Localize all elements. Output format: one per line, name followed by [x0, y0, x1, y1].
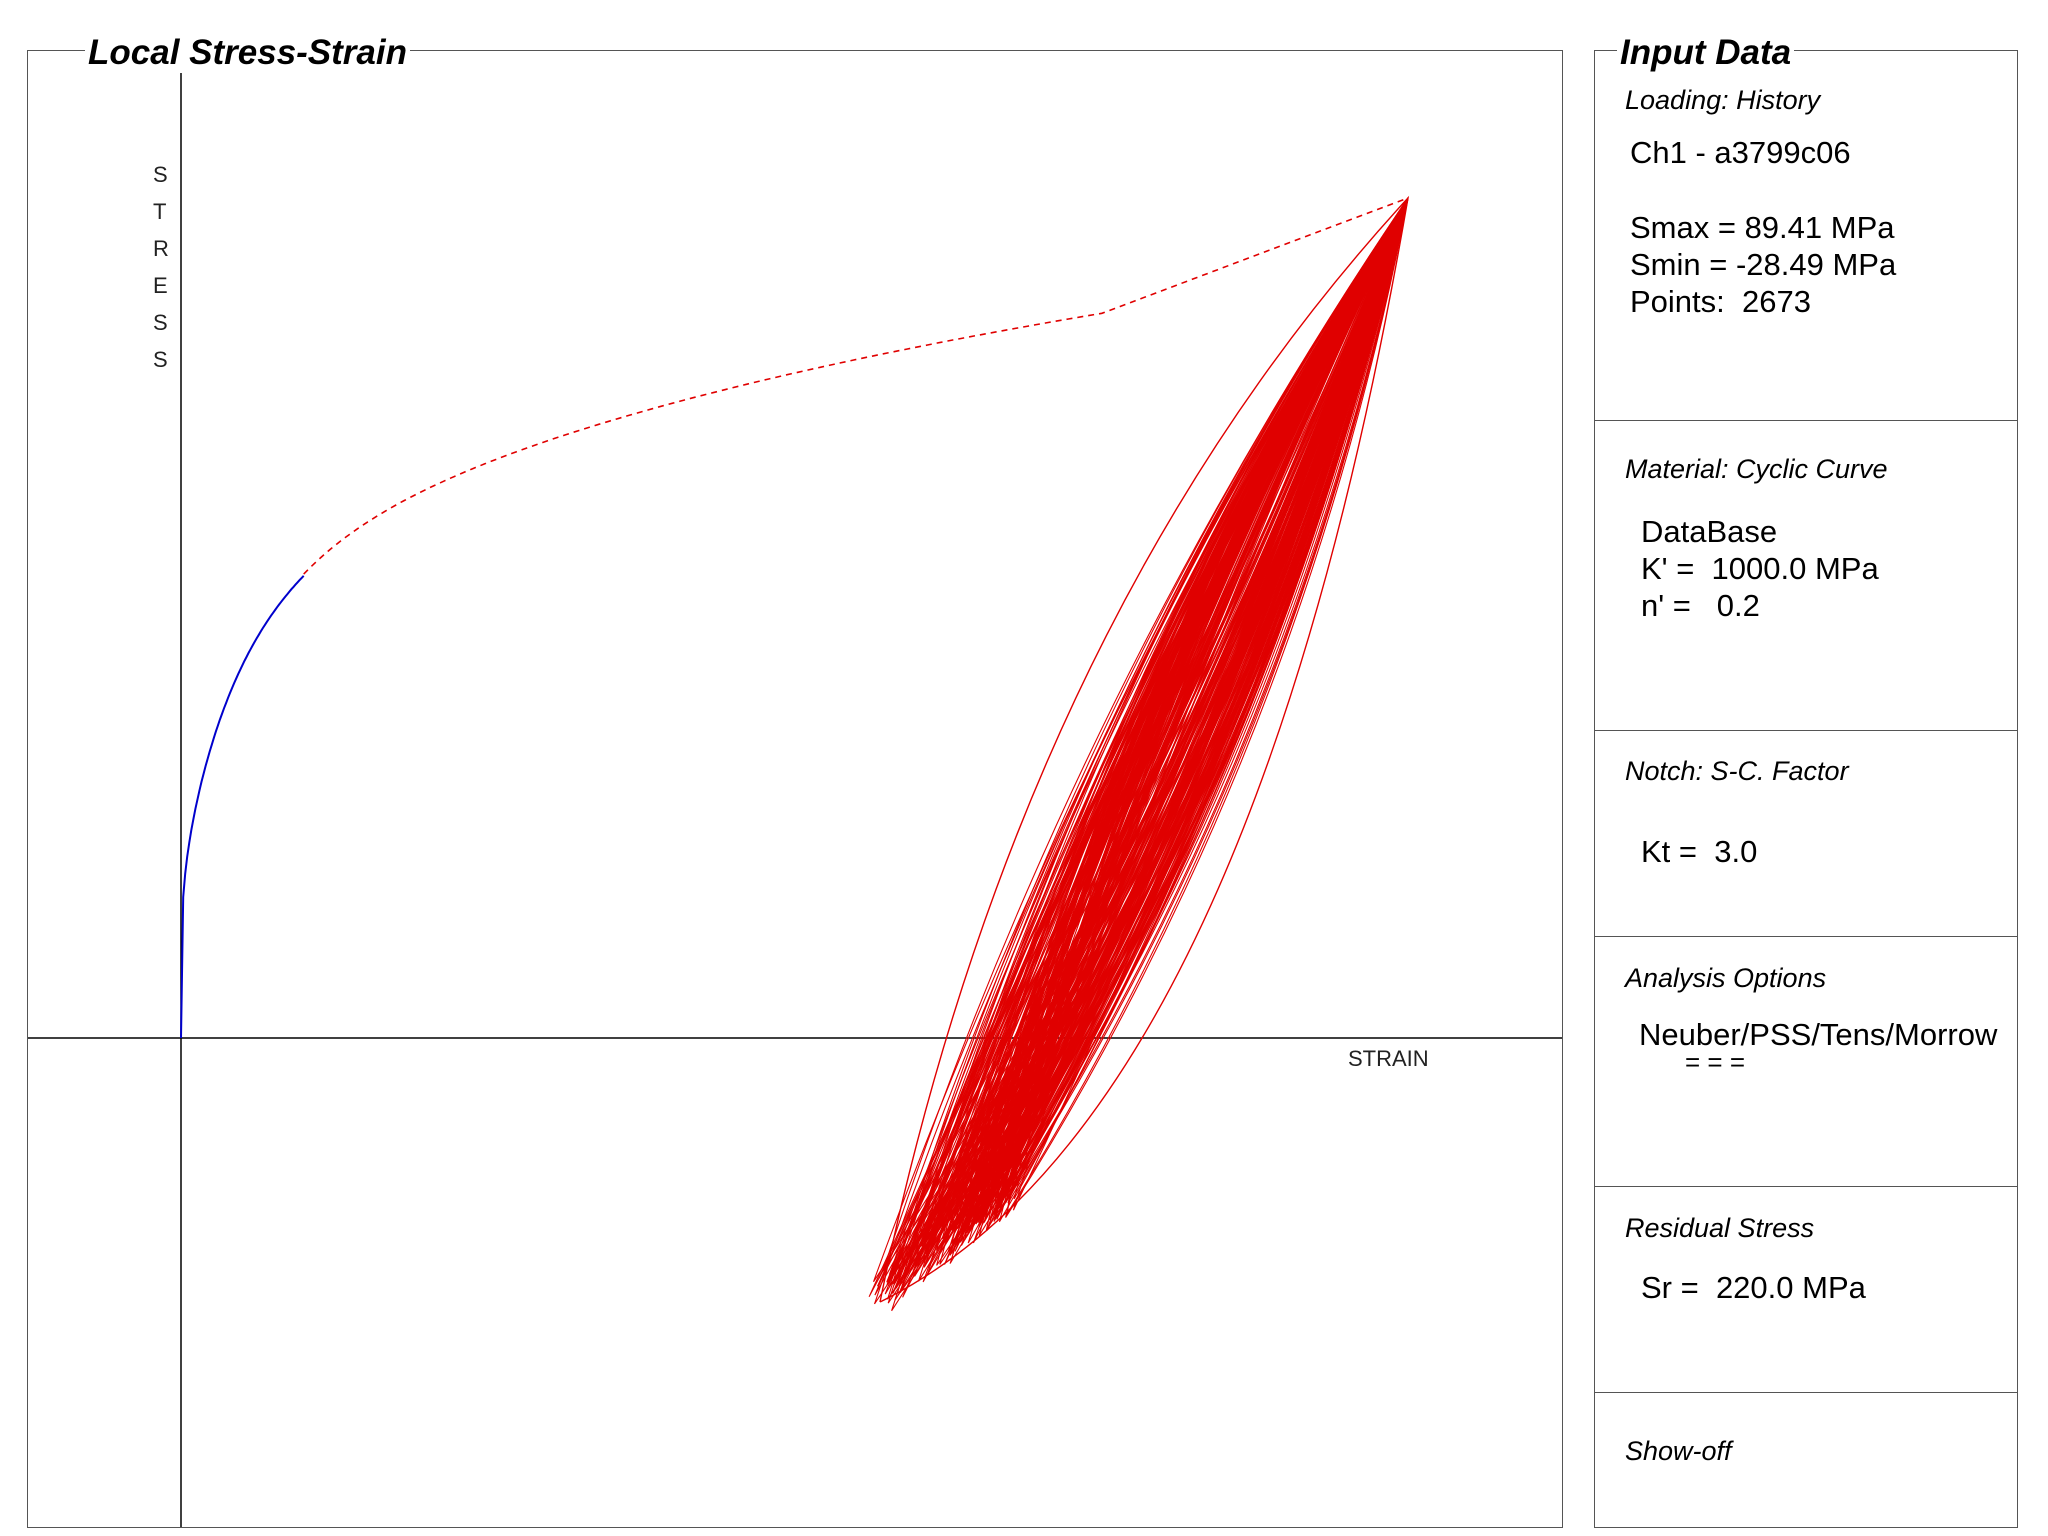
chart-frame — [27, 50, 1563, 1528]
smin-value: Smin = -28.49 MPa — [1630, 247, 1897, 282]
residual-section-title: Residual Stress — [1625, 1213, 1815, 1243]
section-divider — [1595, 420, 2017, 421]
section-divider — [1595, 1392, 2017, 1393]
material-section-title: Material: Cyclic Curve — [1625, 454, 1888, 484]
stress-axis-letter: R — [153, 236, 169, 261]
stress-axis-letter: E — [153, 273, 168, 298]
k-prime-value: K' = 1000.0 MPa — [1641, 551, 1879, 586]
analysis-section-title: Analysis Options — [1625, 963, 1827, 993]
stress-axis-letter: S — [153, 310, 168, 335]
kt-value: Kt = 3.0 — [1641, 834, 1758, 869]
material-source: DataBase — [1641, 514, 1778, 549]
channel-label: Ch1 - a3799c06 — [1630, 135, 1851, 170]
analysis-methods: Neuber/PSS/Tens/Morrow — [1639, 1017, 1998, 1052]
points-value: Points: 2673 — [1630, 284, 1811, 319]
axes — [27, 50, 1563, 1528]
initial-loading-curve — [180, 575, 305, 1039]
stress-axis-letter: S — [153, 162, 168, 187]
input-data-title: Input Data — [1617, 33, 1795, 73]
strain-axis-label: STRAIN — [1348, 1046, 1429, 1071]
section-divider — [1595, 936, 2017, 937]
section-divider — [1595, 730, 2017, 731]
stress-axis-letter: T — [153, 199, 166, 224]
n-prime-value: n' = 0.2 — [1641, 588, 1760, 623]
stress-axis-letter: S — [153, 347, 168, 372]
notch-section-title: Notch: S-C. Factor — [1625, 756, 1849, 786]
loading-section-title: Loading: History — [1625, 85, 1821, 115]
initial-loading-continuation — [303, 197, 1409, 575]
smax-value: Smax = 89.41 MPa — [1630, 210, 1895, 245]
monotonic-curves — [180, 197, 1409, 1039]
showoff-section-title: Show-off — [1625, 1436, 1732, 1466]
chart-title: Local Stress-Strain — [85, 33, 410, 73]
input-data-panel: Loading: History Ch1 - a3799c06 Smax = 8… — [1594, 50, 2018, 1528]
section-divider — [1595, 1186, 2017, 1187]
outer-hysteresis-loop — [879, 195, 1410, 1303]
sr-value: Sr = 220.0 MPa — [1641, 1270, 1866, 1305]
analysis-flags: = = = — [1685, 1047, 1745, 1077]
